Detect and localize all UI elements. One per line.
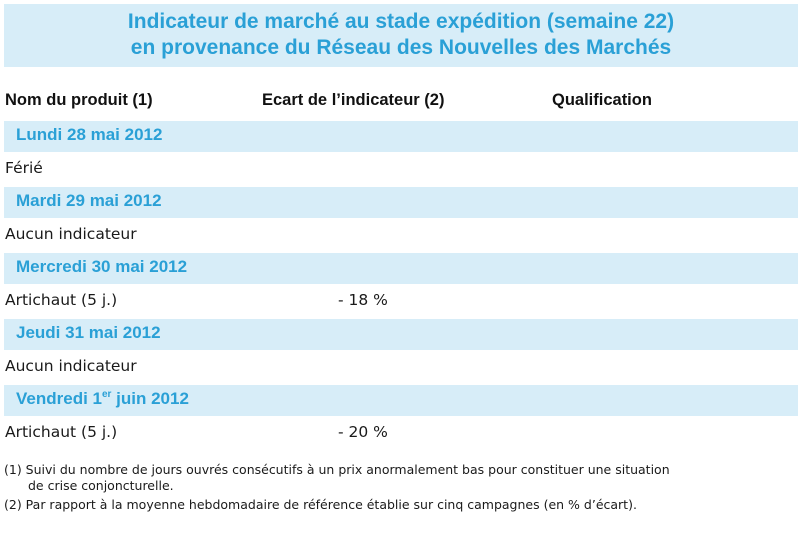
day-band: Mercredi 30 mai 2012	[4, 253, 798, 284]
header-ecart: Ecart de l’indicateur (2)	[262, 91, 445, 109]
day-label: Jeudi 31 mai 2012	[16, 323, 161, 342]
title-band: Indicateur de marché au stade expédition…	[4, 4, 798, 67]
day-label: Mardi 29 mai 2012	[16, 191, 162, 210]
header-product: Nom du produit (1)	[5, 91, 153, 109]
day-band: Mardi 29 mai 2012	[4, 187, 798, 218]
column-headers: Nom du produit (1) Ecart de l’indicateur…	[0, 88, 800, 114]
footnote-1: (1) Suivi du nombre de jours ouvrés cons…	[4, 462, 794, 494]
day-label-sup: er	[101, 389, 112, 400]
header-qualification: Qualification	[552, 91, 652, 109]
product-cell: Aucun indicateur	[5, 357, 137, 375]
day-label: Vendredi 1er juin 2012	[16, 389, 189, 409]
product-cell: Artichaut (5 j.)	[5, 423, 118, 441]
footnote-1-line-2: de crise conjoncturelle.	[28, 478, 174, 493]
product-cell: Aucun indicateur	[5, 225, 137, 243]
footnote-1-line-1: (1) Suivi du nombre de jours ouvrés cons…	[4, 462, 670, 477]
day-band: Lundi 28 mai 2012	[4, 121, 798, 152]
day-band: Jeudi 31 mai 2012	[4, 319, 798, 350]
table-row: Férié	[0, 154, 800, 184]
day-label-prefix: Vendredi 1	[16, 389, 102, 408]
product-cell: Artichaut (5 j.)	[5, 291, 118, 309]
table-row: Aucun indicateur	[0, 352, 800, 382]
footnote-2: (2) Par rapport à la moyenne hebdomadair…	[4, 497, 637, 512]
table-row: Artichaut (5 j.) - 20 %	[0, 418, 800, 448]
ecart-cell: - 20 %	[338, 423, 388, 441]
day-band: Vendredi 1er juin 2012	[4, 385, 798, 416]
title-line-2: en provenance du Réseau des Nouvelles de…	[130, 36, 672, 59]
day-label: Mercredi 30 mai 2012	[16, 257, 188, 276]
product-cell: Férié	[5, 159, 43, 177]
table-row: Artichaut (5 j.) - 18 %	[0, 286, 800, 316]
ecart-cell: - 18 %	[338, 291, 388, 309]
table-row: Aucun indicateur	[0, 220, 800, 250]
day-label-suffix: juin 2012	[111, 389, 189, 408]
title-line-1: Indicateur de marché au stade expédition…	[127, 10, 675, 33]
footnotes: (1) Suivi du nombre de jours ouvrés cons…	[4, 462, 794, 516]
day-label: Lundi 28 mai 2012	[16, 125, 163, 144]
